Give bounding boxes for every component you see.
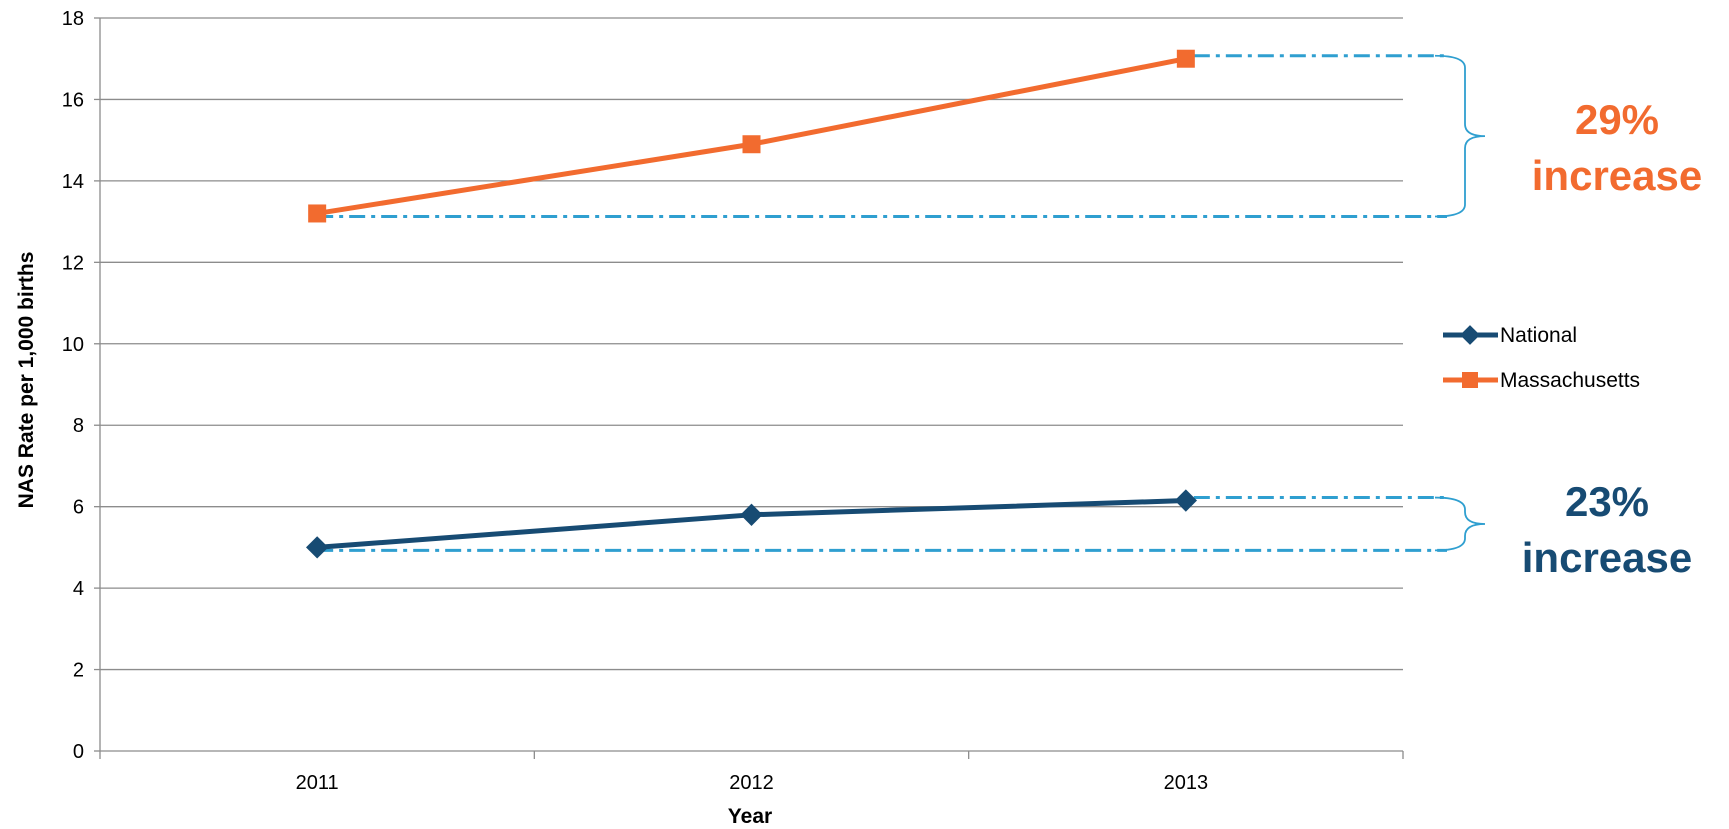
x-tick-label: 2013 [1164,772,1209,794]
diamond-marker [1460,325,1480,345]
square-marker [742,135,761,154]
diamond-marker [740,503,763,526]
square-marker [308,204,327,223]
y-tick-label: 0 [73,741,84,763]
y-tick-label: 8 [73,415,84,437]
x-tick-labels: 2011 2012 2013 [296,772,1208,794]
legend-label: Massachusetts [1500,369,1640,392]
callout-national-label: increase [1522,534,1692,581]
callout-massachusetts-label: increase [1532,152,1702,199]
gridlines [100,17,1403,671]
callout-massachusetts: 29% increase [1532,96,1702,199]
legend-item-massachusetts: Massachusetts [1443,369,1640,392]
diamond-marker [1174,489,1197,512]
y-tick-label: 14 [62,171,84,193]
square-marker [1462,372,1478,388]
y-tick-label: 2 [73,660,84,682]
brace-icon [1434,496,1486,552]
series-national [306,489,1197,559]
y-tick-label: 18 [62,8,84,30]
y-tick-label: 10 [62,334,84,356]
series-lines [306,49,1197,559]
legend: National Massachusetts [1443,324,1640,392]
callout-national-percent: 23% [1565,478,1649,525]
x-tick-label: 2011 [296,772,339,794]
brace-icon [1434,54,1486,218]
legend-item-national: National [1443,324,1577,347]
callout-national: 23% increase [1522,478,1692,581]
y-axis-title: NAS Rate per 1,000 births [15,252,38,509]
y-tick-labels: 0 2 4 6 8 10 12 14 16 18 [62,8,84,763]
y-tick-label: 16 [62,89,84,111]
x-tick-label: 2012 [729,772,774,794]
y-tick-label: 6 [73,497,84,519]
square-marker [1176,49,1195,68]
callout-massachusetts-percent: 29% [1575,96,1659,143]
increase-guides [317,54,1486,552]
legend-label: National [1500,324,1577,347]
y-tick-label: 4 [73,578,84,600]
x-axis-title: Year [728,805,772,828]
diamond-marker [306,536,329,559]
axes [94,17,1404,759]
y-tick-label: 12 [62,252,84,274]
series-massachusetts [308,49,1195,223]
